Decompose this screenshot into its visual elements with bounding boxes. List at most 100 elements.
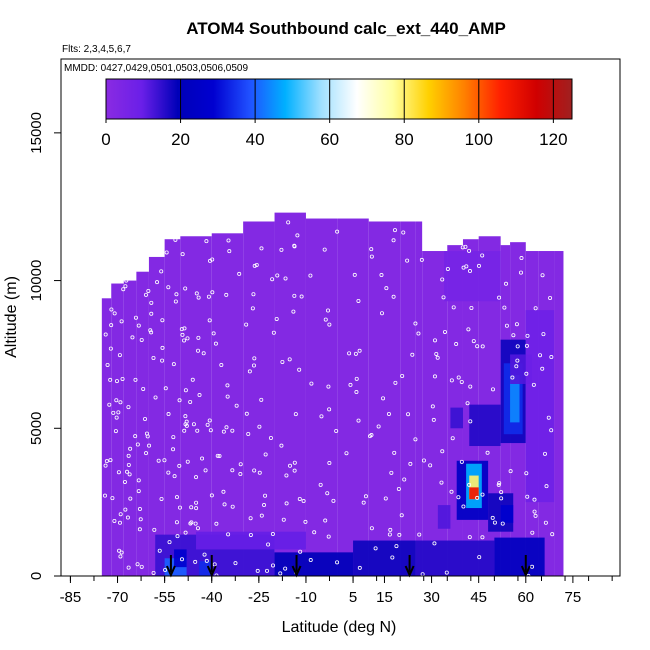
sample-point <box>151 570 156 575</box>
sample-point <box>297 496 302 501</box>
sample-point <box>196 348 201 353</box>
sample-point <box>139 337 144 342</box>
sample-point <box>502 305 507 310</box>
heatmap-cell <box>337 218 369 576</box>
sample-point <box>109 307 114 312</box>
sample-point <box>524 371 529 376</box>
sample-point <box>292 244 297 249</box>
sample-point <box>109 323 114 328</box>
sample-point <box>226 532 231 537</box>
sample-point <box>432 338 437 343</box>
flights-note: Flts: 2,3,4,5,6,7 <box>62 44 131 55</box>
sample-point <box>480 535 485 540</box>
sample-point <box>410 352 415 357</box>
sample-point <box>221 429 226 434</box>
sample-point <box>519 256 524 261</box>
sample-point <box>406 412 411 417</box>
heatmap-cell <box>164 239 181 576</box>
sample-point <box>230 428 235 433</box>
sample-point <box>442 329 447 334</box>
sample-point <box>485 450 490 455</box>
sample-point <box>173 237 178 242</box>
sample-point <box>288 463 293 468</box>
sample-point <box>149 300 154 305</box>
arrow-head <box>291 565 302 578</box>
sample-point <box>292 468 297 473</box>
sample-point <box>408 461 413 466</box>
sample-point <box>107 402 112 407</box>
x-axis: -85 -70 -55 -40 -25 -10 5 15 30 45 60 75 <box>60 576 613 606</box>
sample-point <box>515 344 520 349</box>
sample-point <box>238 462 243 467</box>
sample-point <box>353 351 358 356</box>
sample-point <box>212 562 217 567</box>
heatmap-cell <box>415 540 495 576</box>
sample-point <box>135 442 140 447</box>
sample-point <box>119 319 124 324</box>
sample-point <box>323 317 328 322</box>
sample-point <box>326 384 331 389</box>
heatmap-cell <box>469 404 501 447</box>
colorbar-tick-label: 80 <box>395 130 414 149</box>
sample-point <box>387 532 392 537</box>
sample-point <box>263 452 268 457</box>
sample-point <box>204 239 209 244</box>
sample-point <box>206 294 211 299</box>
sample-point <box>208 258 213 263</box>
sample-point <box>247 369 252 374</box>
sample-point <box>450 436 455 441</box>
sample-point <box>298 549 303 554</box>
sample-point <box>183 286 188 291</box>
sample-point <box>172 474 177 479</box>
sample-point <box>108 377 113 382</box>
sample-point <box>444 570 449 575</box>
sample-point <box>514 364 519 369</box>
sample-point <box>499 490 504 495</box>
sample-point <box>323 518 328 523</box>
sample-point <box>278 571 283 576</box>
sample-point <box>379 273 384 278</box>
sample-point <box>549 428 554 433</box>
sample-point <box>114 415 119 420</box>
sample-point <box>196 295 201 300</box>
sample-point <box>103 463 108 468</box>
sample-point <box>348 382 353 387</box>
sample-point <box>227 249 232 254</box>
sample-point <box>234 403 239 408</box>
colorbar-tick-label: 40 <box>246 130 265 149</box>
sample-point <box>542 451 547 456</box>
sample-point <box>177 463 182 468</box>
sample-point <box>108 458 113 463</box>
sample-point <box>252 263 257 268</box>
x-tick-label: 45 <box>470 589 487 606</box>
sample-point <box>326 308 331 313</box>
sample-point <box>121 287 126 292</box>
sample-point <box>451 305 456 310</box>
sample-point <box>180 332 185 337</box>
sample-point <box>347 351 352 356</box>
sample-point <box>325 491 330 496</box>
sample-point <box>257 470 262 475</box>
y-axis: 0 5000 10000 15000 <box>28 112 61 580</box>
sample-point <box>496 482 501 487</box>
sample-point <box>123 507 128 512</box>
sample-point <box>283 276 288 281</box>
heatmap-cell <box>148 256 165 576</box>
sample-point <box>190 377 195 382</box>
sample-point <box>112 311 117 316</box>
sample-point <box>477 555 482 560</box>
sample-point <box>210 290 215 295</box>
y-tick-label: 15000 <box>28 112 45 154</box>
sample-point <box>259 397 264 402</box>
sample-point <box>533 513 538 518</box>
sample-point <box>279 443 284 448</box>
heatmap-cell <box>353 540 416 576</box>
sample-point <box>301 499 306 504</box>
heatmap-cell <box>211 233 244 576</box>
heatmap-cell <box>525 310 555 503</box>
sample-point <box>428 463 433 468</box>
sample-point <box>143 417 148 422</box>
heatmap-cell <box>274 212 306 576</box>
heatmap-cell <box>444 251 501 302</box>
sample-point <box>352 272 357 277</box>
